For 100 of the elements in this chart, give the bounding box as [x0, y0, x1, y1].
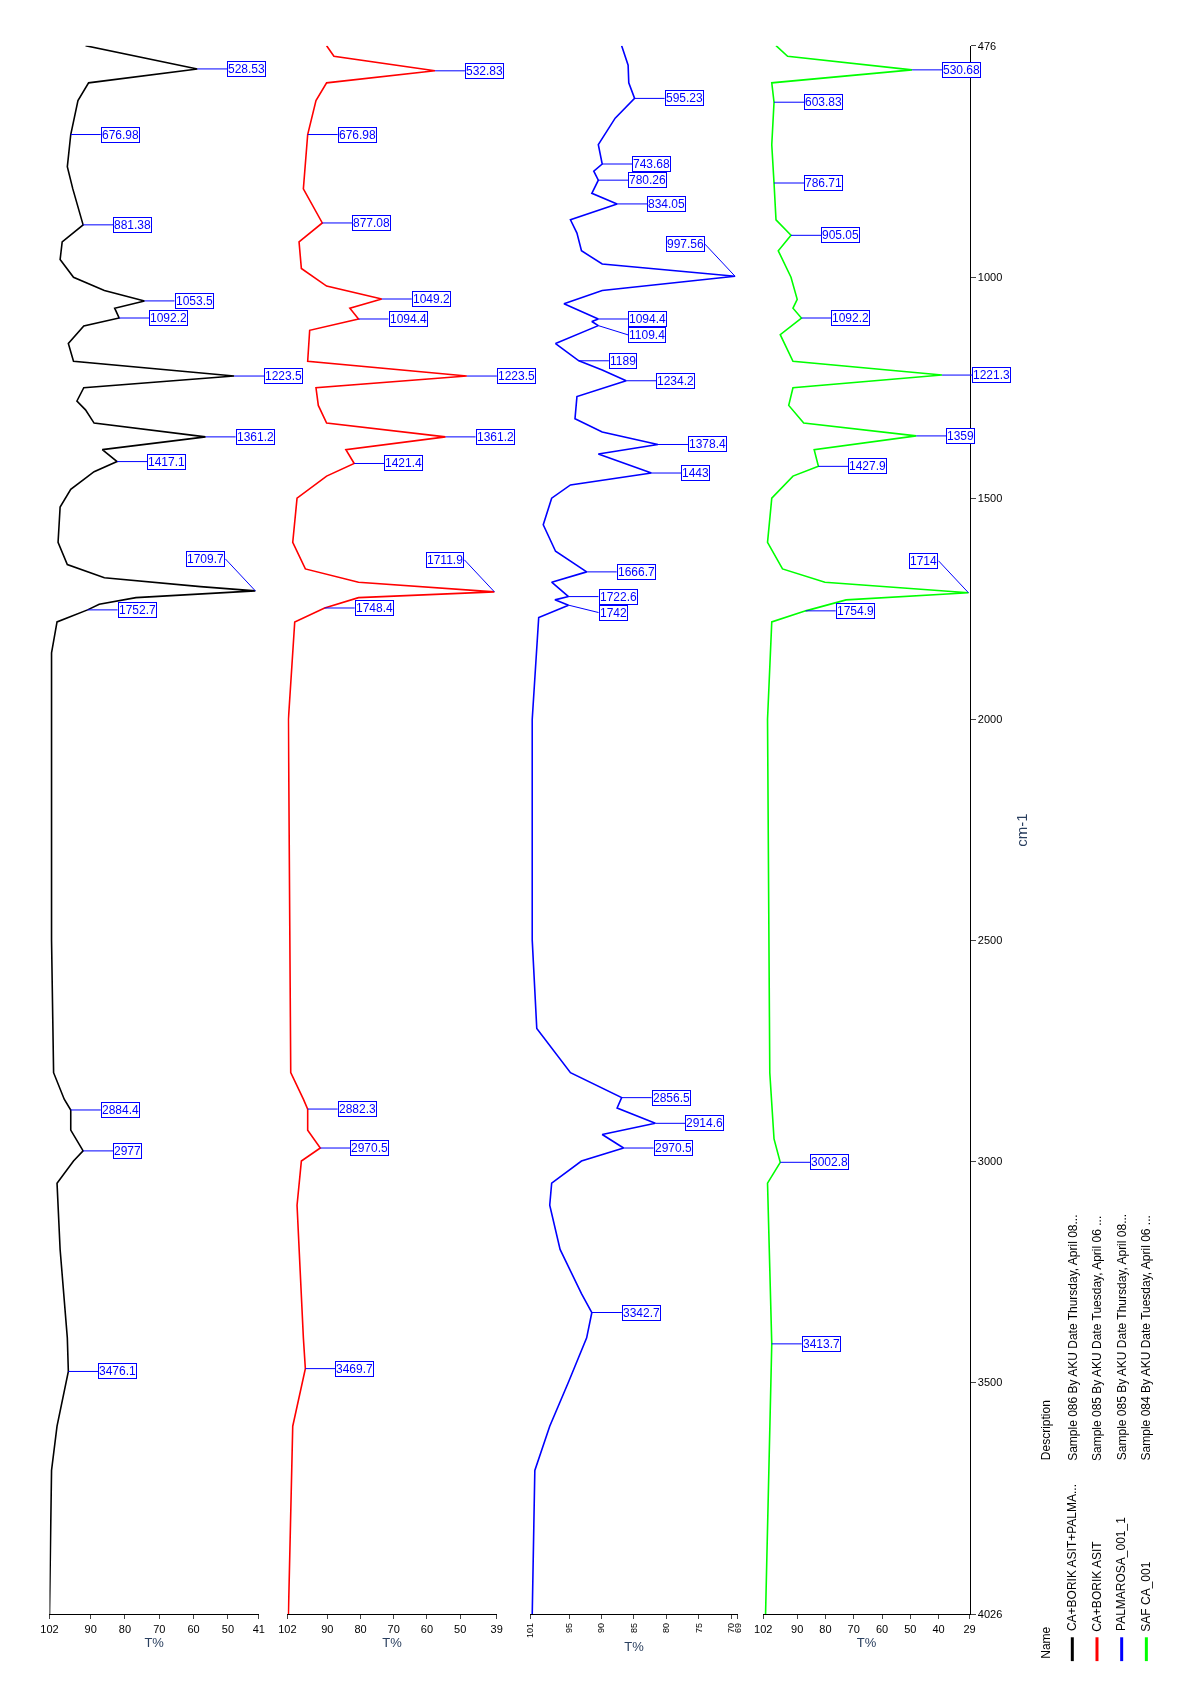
annotation: 881.38 [114, 218, 152, 232]
text: CA+BORIK ASIT+PALMA... [1065, 1483, 1080, 1632]
x-tick-label: 90 [321, 1622, 334, 1635]
annotation: 3002.8 [811, 1155, 849, 1169]
annotation: 676.98 [102, 128, 140, 142]
x-tick-label: 70 [153, 1622, 166, 1635]
annotation: 1053.5 [176, 294, 214, 308]
annotation: 676.98 [339, 128, 377, 142]
annotation: 1189 [610, 354, 637, 368]
y-tick-label: 476 [977, 39, 997, 52]
text: Description [1039, 1400, 1054, 1461]
text: Sample 085 By AKU Date Thursday, April 08... [1115, 1213, 1130, 1461]
x-tick-label: 102 [40, 1622, 59, 1635]
annotation: 2884.4 [102, 1103, 140, 1117]
x-tick-label: 102 [278, 1622, 297, 1635]
x-tick-label: 101 [525, 1623, 536, 1639]
annotation: 1092.2 [150, 311, 188, 325]
y-tick-label: 4026 [977, 1608, 1003, 1621]
x-tick-label: 90 [596, 1623, 607, 1634]
annotation: 1092.2 [832, 311, 870, 325]
text: Sample 084 By AKU Date Tuesday, April 06 ... [1139, 1215, 1154, 1461]
annotation: 1666.7 [618, 565, 656, 579]
x-tick-label: 40 [932, 1622, 945, 1635]
text: Sample 085 By AKU Date Tuesday, April 06 ... [1089, 1215, 1104, 1462]
x-axis-title: T% [624, 1638, 645, 1654]
annotation: 595.23 [666, 91, 704, 105]
annotation: 1711.9 [427, 553, 464, 567]
annotation: 603.83 [805, 95, 843, 109]
x-tick-label: 80 [819, 1622, 832, 1635]
annotation: 3469.7 [336, 1362, 374, 1376]
x-tick-label: 60 [875, 1622, 889, 1635]
y-tick-label: 3000 [977, 1154, 1003, 1167]
y-axis-title: cm-1 [1013, 813, 1031, 847]
annotation: 1709.7 [187, 552, 225, 566]
annotation: 1748.4 [356, 601, 394, 615]
x-tick-label: 50 [221, 1622, 235, 1635]
annotation: 997.56 [667, 237, 705, 251]
annotation: 1443 [682, 466, 710, 480]
annotation: 1742 [600, 606, 628, 620]
annotation: 1109.4 [629, 328, 666, 342]
annotation: 1094.4 [629, 312, 667, 326]
annotation: 786.71 [805, 176, 843, 190]
x-axis-title: T% [856, 1635, 877, 1651]
y-tick-label: 1000 [977, 271, 1003, 284]
x-tick-label: 60 [187, 1622, 200, 1635]
x-tick-label: 85 [628, 1623, 639, 1634]
x-tick-label: 80 [661, 1623, 672, 1634]
y-tick-label: 2500 [977, 933, 1003, 946]
annotation: 1094.4 [390, 312, 428, 326]
y-tick-label: 1500 [977, 492, 1003, 505]
x-tick-label: 90 [791, 1622, 804, 1635]
x-tick-label: 60 [420, 1622, 434, 1635]
annotation: 3476.1 [99, 1364, 137, 1378]
annotation: 905.05 [822, 228, 860, 242]
x-tick-label: 90 [84, 1622, 97, 1635]
annotation: 743.68 [633, 157, 671, 171]
annotation: 2970.5 [655, 1141, 693, 1155]
annotation: 2914.6 [686, 1116, 724, 1130]
x-tick-label: 80 [354, 1622, 367, 1635]
x-tick-label: 70 [847, 1622, 860, 1635]
x-tick-label: 102 [754, 1622, 773, 1635]
x-tick-label: 70 [387, 1622, 400, 1635]
annotation: 2856.5 [653, 1091, 691, 1105]
text: Sample 086 By AKU Date Thursday, April 08... [1065, 1214, 1080, 1461]
annotation: 780.26 [629, 173, 667, 187]
annotation: 3413.7 [803, 1337, 841, 1351]
annotation: 1417.1 [148, 455, 186, 469]
annotation: 1359 [947, 429, 975, 443]
x-tick-label: 50 [904, 1622, 917, 1635]
text: CA+BORIK ASIT [1090, 1540, 1105, 1632]
text: PALMAROSA_001_1 [1114, 1516, 1129, 1631]
annotation: 528.53 [228, 62, 266, 76]
annotation: 834.05 [648, 197, 686, 211]
annotation: 2882.3 [339, 1102, 377, 1116]
annotation: 2970.5 [351, 1141, 389, 1155]
annotation: 1361.2 [237, 430, 275, 444]
annotation: 1223.5 [498, 369, 536, 383]
annotation: 1427.9 [849, 459, 887, 473]
x-tick-label: 29 [963, 1622, 976, 1635]
x-tick-label: 39 [490, 1622, 503, 1635]
annotation: 1722.6 [600, 590, 638, 604]
annotation: 1234.2 [657, 374, 695, 388]
annotation: 1223.5 [265, 369, 303, 383]
annotation: 3342.7 [623, 1306, 661, 1320]
annotation: 1754.9 [837, 604, 875, 618]
y-tick-label: 3500 [977, 1375, 1003, 1388]
text: SAF CA_001 [1139, 1561, 1154, 1632]
annotation: 1421.4 [385, 456, 423, 470]
x-tick-label: 80 [118, 1622, 132, 1635]
annotation: 877.08 [353, 216, 391, 230]
annotation: 532.83 [466, 64, 504, 78]
annotation: 2977 [114, 1144, 142, 1158]
annotation: 1378.4 [689, 437, 727, 451]
annotation: 1361.2 [477, 430, 515, 444]
x-tick-label: 75 [693, 1623, 704, 1634]
x-tick-label: 95 [564, 1623, 575, 1634]
x-tick-label: 41 [252, 1622, 265, 1635]
annotation: 1752.7 [119, 603, 157, 617]
y-tick-label: 2000 [977, 713, 1003, 726]
annotation: 530.68 [943, 63, 981, 77]
